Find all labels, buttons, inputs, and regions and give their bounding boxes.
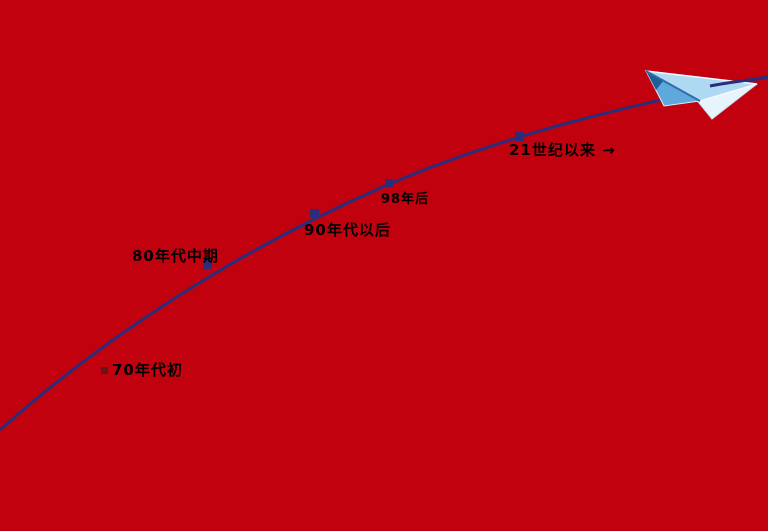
era-label-70s: 70年代初 (112, 361, 183, 379)
square-marker (203, 260, 212, 269)
square-marker (515, 132, 524, 141)
era-label-mid-80s: 80年代中期 (132, 247, 219, 265)
era-label-after-98: 98年后 (381, 192, 430, 207)
square-marker (310, 209, 319, 218)
era-label-after-90s: 90年代以后 (304, 221, 391, 239)
era-label-21st-century-arrow: 21世纪以来 → (509, 141, 616, 159)
square-marker (101, 367, 108, 374)
growth-curve-line (0, 75, 768, 432)
square-marker (385, 179, 393, 187)
data-point-markers (101, 132, 524, 374)
growth-curve-line-front (709, 75, 768, 88)
paper-plane-icon (644, 69, 758, 120)
